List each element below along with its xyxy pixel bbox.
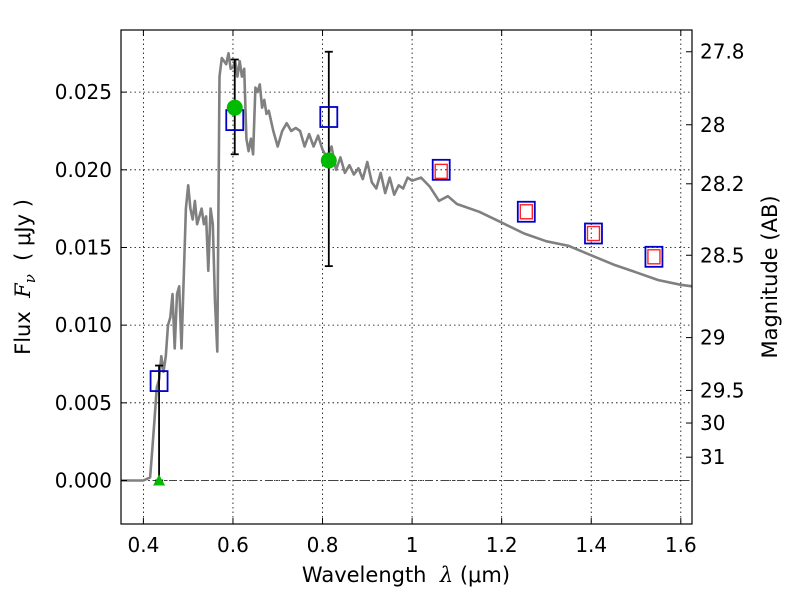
y2-axis-ticks: 27.8 28 28.2 28.5 29 29.5 30 31 [686,40,745,469]
green-triangle-marker-0 [153,474,166,486]
y-axis-title-unit: ( μJy ) [11,199,35,274]
x-tick-label-0: 0.4 [127,533,159,557]
x-axis-title: Wavelength λ (μm) [302,563,510,587]
red-square-marker-0 [434,163,448,180]
x-axis-ticks: 0.4 0.6 0.8 1 1.2 1.4 1.6 [127,30,697,557]
blue-square-marker-3 [431,158,451,181]
y-tick-label-1: 0.005 [55,391,112,415]
y2-tick-label-1: 28 [700,113,725,137]
x-axis-title-var: λ [439,563,453,587]
y-axis-ticks: 0.000 0.005 0.010 0.015 0.020 0.025 [55,80,127,493]
green-point-marker-0 [226,99,243,116]
y2-tick-label-6: 30 [700,411,725,435]
data-markers [149,99,664,486]
y2-tick-label-3: 28.5 [700,243,745,267]
x-axis-title-prefix: Wavelength [302,563,440,587]
x-tick-label-4: 1.2 [486,533,518,557]
y-tick-label-5: 0.025 [55,80,112,104]
y2-tick-label-7: 31 [700,445,725,469]
red-square-marker-1 [519,204,533,220]
plot-background [121,30,692,524]
y-axis-title-var: F [11,282,35,299]
x-tick-label-2: 0.8 [307,533,339,557]
x-tick-label-6: 1.6 [665,533,697,557]
blue-square-marker-5 [584,222,603,245]
y-axis-title-sub: ν [21,274,39,283]
y2-tick-label-2: 28.2 [700,172,745,196]
model-sed-series [121,51,693,482]
y2-tick-label-0: 27.8 [700,40,745,64]
y-axis-title: Flux Fν ( μJy ) [11,199,39,355]
red-square-marker-2 [586,225,601,242]
y-tick-label-4: 0.020 [55,158,112,182]
blue-square-marker-2 [319,106,339,128]
y2-axis-title: Magnitude (AB) [758,195,782,358]
blue-square-marker-6 [644,245,664,268]
model-sed-line [121,51,693,482]
y-tick-label-3: 0.015 [55,235,112,259]
x-tick-label-3: 1 [406,533,419,557]
x-tick-label-5: 1.4 [575,533,607,557]
y-tick-label-2: 0.010 [55,313,112,337]
y2-tick-label-5: 29.5 [700,378,745,402]
x-axis-title-unit: (μm) [453,563,510,587]
y2-tick-label-4: 29 [700,326,725,350]
y-axis-title-prefix: Flux [11,298,35,355]
blue-square-marker-0 [149,370,169,392]
blue-square-marker-4 [516,200,536,223]
plot-frame [120,29,693,525]
red-square-marker-3 [647,249,661,265]
y-tick-label-0: 0.000 [55,469,112,493]
x-tick-label-1: 0.6 [217,533,249,557]
green-point-marker-1 [320,152,337,169]
